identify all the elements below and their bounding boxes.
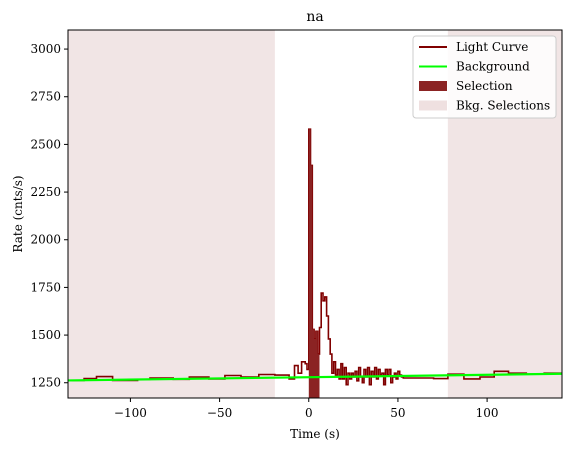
light-curve-line	[71, 128, 562, 386]
x-tick-label: 0	[305, 406, 313, 420]
x-tick-label: −50	[207, 406, 232, 420]
legend-label-3: Selection	[456, 79, 513, 93]
legend-label-1: Light Curve	[456, 40, 528, 54]
legend-label-2: Background	[456, 60, 530, 74]
y-tick-label: 1500	[30, 328, 61, 342]
legend-swatch-4	[419, 100, 447, 111]
axes-frame	[67, 29, 563, 399]
x-tick-label: 100	[476, 406, 499, 420]
y-tick-label: 2000	[30, 233, 61, 247]
legend: Light Curve Background Selection Bkg. Selec…	[412, 35, 557, 119]
y-tick-label: 1250	[30, 376, 61, 390]
background-line	[68, 372, 562, 382]
y-axis-label: Rate (cnts/s)	[11, 175, 25, 252]
x-axis-label: Time (s)	[290, 427, 340, 441]
x-tick-label: −100	[114, 406, 147, 420]
chart-title: na	[306, 9, 323, 25]
y-tick-label: 1750	[30, 280, 61, 294]
legend-label-4: Bkg. Selections	[456, 99, 550, 113]
y-tick-label: 2750	[30, 90, 61, 104]
y-tick-label: 2250	[30, 185, 61, 199]
bkg-selection-region-1	[68, 30, 275, 398]
legend-swatch-3	[419, 81, 447, 91]
x-tick-label: 50	[390, 406, 405, 420]
y-tick-label: 2500	[30, 137, 61, 151]
legend-box	[412, 35, 557, 119]
y-tick-label: 3000	[30, 42, 61, 56]
selection-fill	[308, 129, 320, 398]
